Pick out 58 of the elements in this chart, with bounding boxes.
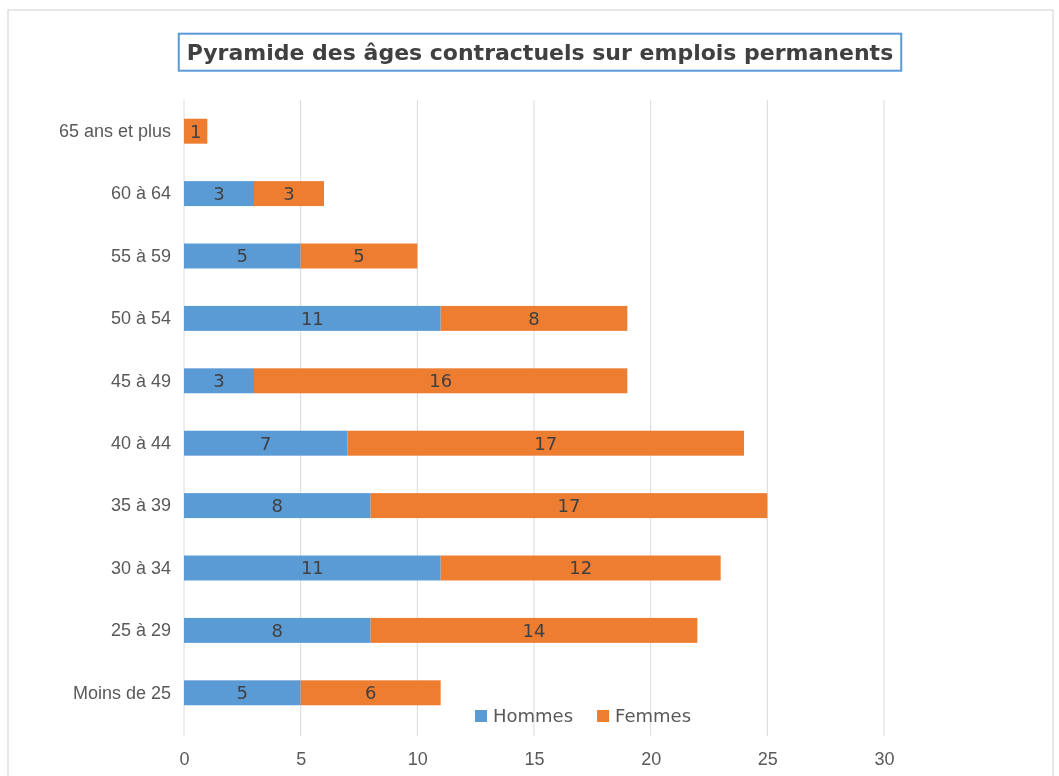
bar [254,368,628,394]
data-label: 3 [213,370,225,392]
y-tick-label: 65 ans et plus [58,120,171,141]
data-label: 11 [300,307,324,329]
bar [184,430,348,456]
data-label: 11 [300,557,324,579]
bar [440,305,628,331]
bar [370,493,768,519]
bar [300,680,441,706]
data-label: 8 [271,494,284,516]
data-label: 5 [353,245,365,267]
x-tick-label: 30 [874,748,895,769]
y-tick-label: 50 à 54 [110,308,171,329]
data-label: 8 [271,619,284,641]
y-tick-label: 55 à 59 [110,245,171,266]
bar [184,181,254,207]
x-tick-label: 20 [641,748,662,769]
bar [300,243,418,269]
bar [184,680,301,706]
data-label: 6 [364,682,377,704]
data-label: 12 [569,557,593,579]
y-tick-label: 25 à 29 [110,620,171,641]
data-label: 16 [429,370,453,392]
bar [370,617,698,643]
y-tick-label: Moins de 25 [72,682,171,703]
bar [184,305,441,331]
data-label: 8 [528,307,540,329]
bar [184,243,301,269]
bar [347,430,744,456]
y-tick-label: 45 à 49 [110,370,171,391]
y-tick-label: 30 à 34 [110,557,171,578]
data-label: 17 [557,494,581,516]
chart-title: Pyramide des âges contractuels sur emplois permanents [186,39,894,65]
bar [184,555,441,581]
legend-label: Hommes [493,705,574,727]
x-tick-label: 25 [757,748,778,769]
bar [184,368,254,394]
y-tick-label: 60 à 64 [110,183,171,204]
data-label: 3 [213,182,225,204]
data-label: 5 [236,245,249,267]
data-label: 3 [283,182,295,204]
bar [184,493,371,519]
bar [254,181,324,207]
y-tick-label: 40 à 44 [110,432,171,453]
data-label: 17 [534,432,558,454]
data-label: 5 [236,682,249,704]
data-label: 14 [522,619,546,641]
bar [184,118,208,144]
data-label: 1 [189,120,202,142]
legend-label: Femmes [615,705,692,727]
bar [440,555,721,581]
data-label: 7 [259,432,272,454]
x-tick-label: 15 [524,748,545,769]
x-tick-label: 5 [296,748,307,769]
x-tick-label: 10 [407,748,428,769]
x-tick-label: 0 [179,748,190,769]
bar [184,617,371,643]
y-tick-label: 35 à 39 [110,495,171,516]
